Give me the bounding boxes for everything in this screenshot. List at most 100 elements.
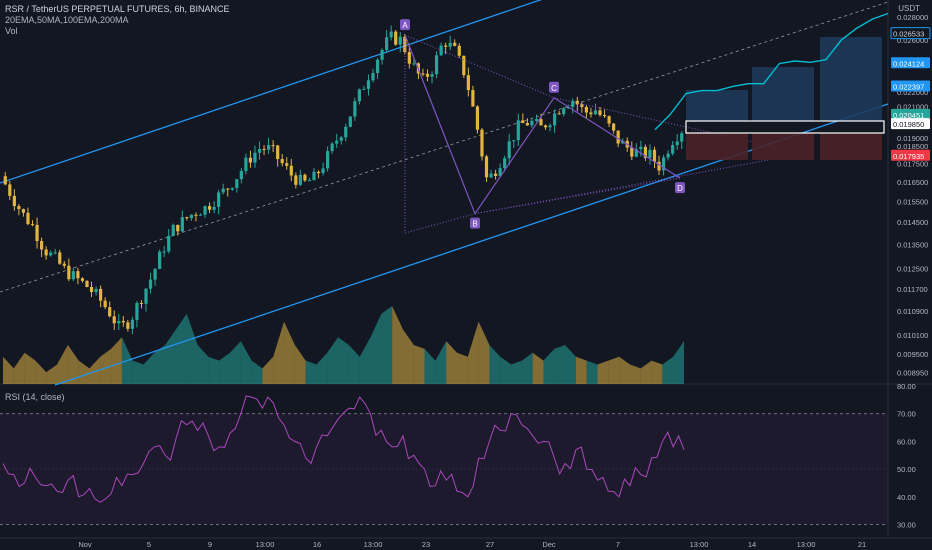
volume-segment [175,313,187,384]
pattern-point-label: D [677,184,683,193]
candle-body [602,114,607,117]
volume-segment [478,321,490,384]
volume-segment [500,356,512,384]
candle-body [366,80,371,89]
candle-body [321,168,325,174]
volume-segment [284,321,295,384]
candle-body [457,45,461,56]
pattern-point-badge [470,217,480,229]
volume-segment [143,352,155,384]
candle-body [158,251,162,269]
rsi-legend[interactable]: RSI (14, close) [5,392,65,402]
candle-body [548,125,552,128]
candle-body [89,286,94,292]
candle-body [53,252,57,254]
price-tick-label: 0.022000 [897,88,928,97]
volume-segment [673,341,684,384]
volume-segment [457,352,468,384]
candle-body [675,141,679,146]
volume-segment [511,360,522,384]
candle-body [8,184,12,196]
symbol-title: RSR / TetherUS PERPETUAL FUTURES, 6h, BI… [5,4,230,14]
price-tick-label: 0.016500 [897,178,928,187]
volume-segment [608,356,620,384]
candle-body [198,214,203,216]
volume-segment [348,345,360,384]
candle-body [575,100,579,105]
volume-segment [35,360,47,384]
candle-body [335,140,339,144]
candle-body [230,187,234,190]
candle-body [661,157,666,171]
candle-body [666,153,670,158]
indicators-legend[interactable]: 20EMA,50MA,100EMA,200MA [5,15,129,25]
candle-body [26,212,30,225]
candle-body [257,149,262,153]
candle-body [12,195,16,207]
volume-segment [262,356,274,384]
price-tick-label: 0.012500 [897,264,928,273]
volume-segment [543,348,555,384]
rsi-tick-label: 50.00 [897,465,916,474]
volume-segment [413,345,425,384]
candle-body [21,209,26,213]
candle-body [480,129,484,157]
candle-body [130,319,134,329]
target-zone-box [820,37,882,121]
candle-body [525,123,529,126]
candle-body [385,37,389,50]
volume-segment [24,352,36,384]
price-tick-label: 0.010900 [897,307,928,316]
abcd-base-line [404,213,476,234]
candle-body [407,52,411,64]
candle-body [76,271,80,279]
volume-segment [219,352,230,384]
candle-body [589,112,593,115]
candle-body [584,106,588,113]
candle-body [616,130,620,144]
candle-body [643,146,648,158]
candle-body [35,224,39,242]
price-tick-label: 0.011700 [897,285,928,294]
candle-body [285,163,289,166]
candle-body [212,206,216,210]
candle-body [217,192,221,207]
time-tick-label: 7 [616,540,620,549]
volume-segment [619,356,630,384]
volume-segment [586,360,598,384]
time-tick-label: 9 [208,540,212,549]
target-zone-box [686,90,748,121]
volume-segment [316,352,328,384]
volume-segment [100,348,112,384]
candle-body [221,188,225,193]
candle-body [425,73,430,77]
candle-body [185,217,189,219]
volume-legend[interactable]: Vol [5,26,18,36]
time-tick-label: 13:00 [690,540,709,549]
candle-body [466,75,470,91]
volume-segment [132,360,144,384]
candle-body [294,175,298,185]
volume-segment [230,341,241,384]
candle-body [289,165,293,176]
candle-body [593,110,598,115]
candle-body [353,101,357,117]
candle-body [562,108,566,115]
candle-body [139,302,144,304]
volume-segment [629,364,641,384]
candle-body [171,224,175,236]
candle-body [153,268,157,280]
candle-body [266,145,271,150]
volume-segment [294,345,306,384]
price-tag [891,57,930,69]
candle-body [271,145,275,147]
candle-body [207,206,212,210]
price-tag [891,80,930,92]
volume-segment [197,345,209,384]
candle-body [108,307,112,317]
candle-body [430,74,434,77]
candle-body [298,174,302,185]
candle-body [307,180,312,182]
candle-body [634,149,638,157]
